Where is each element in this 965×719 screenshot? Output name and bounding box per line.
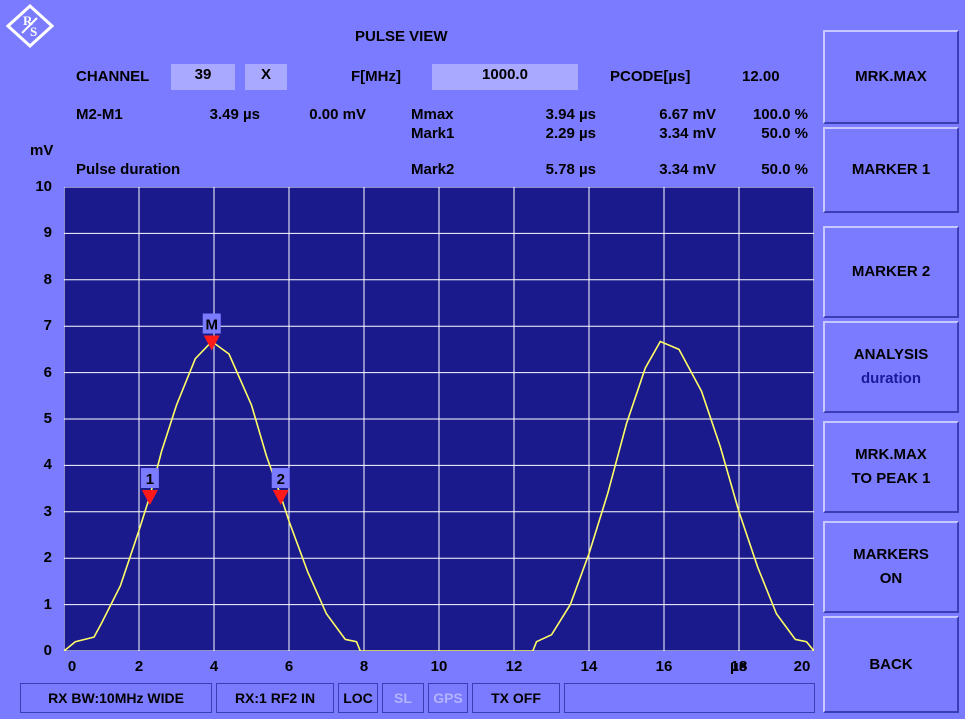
x-tick-label: 14 bbox=[580, 658, 598, 675]
plot-grid bbox=[64, 187, 814, 651]
mark1-level: 3.34 mV bbox=[659, 125, 716, 142]
y-tick-label: 6 bbox=[43, 363, 52, 381]
mrk-max-to-peak-button[interactable]: MRK.MAX TO PEAK 1 bbox=[823, 421, 959, 513]
status-rx-input: RX:1 RF2 IN bbox=[216, 683, 334, 713]
marker-m: M bbox=[202, 313, 221, 351]
y-tick-label: 0 bbox=[43, 642, 52, 659]
y-tick-label: 4 bbox=[43, 456, 52, 474]
softkey-label: MARKER 2 bbox=[851, 263, 931, 280]
marker-diff-label: M2-M1 bbox=[76, 106, 123, 123]
mmax-time: 3.94 µs bbox=[545, 106, 596, 123]
y-tick-label: 8 bbox=[43, 270, 52, 288]
status-message bbox=[564, 683, 815, 713]
x-tick-label: 6 bbox=[284, 658, 294, 675]
softkey-label: MARKERS bbox=[853, 546, 929, 563]
marker-label: 2 bbox=[277, 471, 285, 488]
mark2-level: 3.34 mV bbox=[659, 161, 716, 178]
status-sl: SL bbox=[382, 683, 424, 713]
marker-label-box bbox=[202, 313, 221, 334]
mmax-percent: 100.0 % bbox=[752, 106, 808, 123]
x-tick-label: 0 bbox=[67, 658, 77, 675]
channel-suffix-field[interactable]: X bbox=[245, 64, 287, 90]
back-button[interactable]: BACK bbox=[823, 616, 959, 713]
marker-diff-level: 0.00 mV bbox=[309, 106, 366, 123]
mark1-label: Mark1 bbox=[411, 125, 455, 142]
softkey-label: MRK.MAX bbox=[855, 68, 927, 85]
status-rx-bandwidth: RX BW:10MHz WIDE bbox=[20, 683, 212, 713]
softkey-label: MRK.MAX bbox=[855, 446, 927, 463]
x-tick-label: 2 bbox=[134, 658, 144, 675]
mmax-label: Mmax bbox=[411, 106, 454, 123]
marker-label: 1 bbox=[146, 471, 154, 488]
x-tick-label: 8 bbox=[359, 658, 369, 675]
marker-1-button[interactable]: MARKER 1 bbox=[823, 127, 959, 213]
marker-triangle bbox=[272, 490, 289, 506]
marker-diff-time: 3.49 µs bbox=[209, 106, 260, 123]
marker-1: 1 bbox=[140, 468, 159, 506]
x-tick-label: 16 bbox=[655, 658, 673, 675]
x-tick-label: 4 bbox=[209, 658, 219, 675]
frequency-value-field[interactable]: 1000.0 bbox=[432, 64, 578, 90]
rohde-schwarz-logo-icon: R S bbox=[6, 4, 54, 48]
pcode-label: PCODE[µs] bbox=[610, 68, 691, 85]
markers-on-button[interactable]: MARKERS ON bbox=[823, 521, 959, 613]
x-axis-unit-label: µs bbox=[730, 658, 747, 675]
y-tick-label: 9 bbox=[43, 224, 52, 242]
x-tick-label: 12 bbox=[505, 658, 523, 675]
mark1-percent: 50.0 % bbox=[761, 125, 808, 142]
softkey-sublabel: duration bbox=[861, 370, 921, 387]
marker-triangle bbox=[203, 335, 220, 351]
softkey-label: ANALYSIS bbox=[853, 346, 929, 363]
mrk-max-button[interactable]: MRK.MAX bbox=[823, 30, 959, 124]
plot-markers: M 1 2 bbox=[140, 313, 290, 506]
page-title: PULSE VIEW bbox=[355, 28, 448, 45]
mark2-percent: 50.0 % bbox=[761, 161, 808, 178]
y-tick-label: 10 bbox=[35, 178, 52, 195]
frequency-label: F[MHz] bbox=[351, 68, 401, 85]
softkey-label: MARKER 1 bbox=[851, 161, 931, 178]
y-tick-label: 3 bbox=[43, 502, 52, 520]
marker-2: 2 bbox=[271, 468, 290, 506]
x-tick-label: 10 bbox=[430, 658, 448, 675]
y-tick-label: 7 bbox=[43, 317, 52, 335]
analysis-mode-label: Pulse duration bbox=[76, 161, 181, 178]
analysis-button[interactable]: ANALYSIS duration bbox=[823, 321, 959, 413]
softkey-sublabel: TO PEAK 1 bbox=[851, 470, 931, 487]
x-tick-label: 20 bbox=[793, 658, 811, 675]
softkey-label: BACK bbox=[869, 655, 913, 673]
y-tick-label: 5 bbox=[43, 410, 52, 427]
marker-label-box bbox=[140, 468, 159, 489]
x-tick-label: 18 bbox=[730, 658, 748, 675]
marker-label-box bbox=[271, 468, 290, 489]
svg-text:R: R bbox=[23, 13, 33, 28]
mmax-level: 6.67 mV bbox=[659, 106, 716, 123]
marker-2-button[interactable]: MARKER 2 bbox=[823, 226, 959, 318]
pcode-value: 12.00 bbox=[742, 68, 780, 85]
mark2-time: 5.78 µs bbox=[545, 161, 596, 178]
pulse-chart: M 1 2 bbox=[64, 187, 814, 651]
status-gps: GPS bbox=[428, 683, 468, 713]
status-tx: TX OFF bbox=[472, 683, 560, 713]
channel-value-field[interactable]: 39 bbox=[171, 64, 235, 90]
y-tick-label: 1 bbox=[43, 595, 52, 613]
svg-text:S: S bbox=[30, 24, 37, 39]
mark1-time: 2.29 µs bbox=[545, 125, 596, 142]
marker-triangle bbox=[141, 490, 158, 506]
softkey-sublabel: ON bbox=[879, 570, 903, 587]
channel-label: CHANNEL bbox=[76, 68, 150, 85]
mark2-label: Mark2 bbox=[411, 161, 455, 178]
y-tick-label: 2 bbox=[43, 549, 52, 567]
y-axis-unit-label: mV bbox=[30, 142, 54, 159]
status-local: LOC bbox=[338, 683, 378, 713]
marker-label: M bbox=[206, 317, 219, 334]
